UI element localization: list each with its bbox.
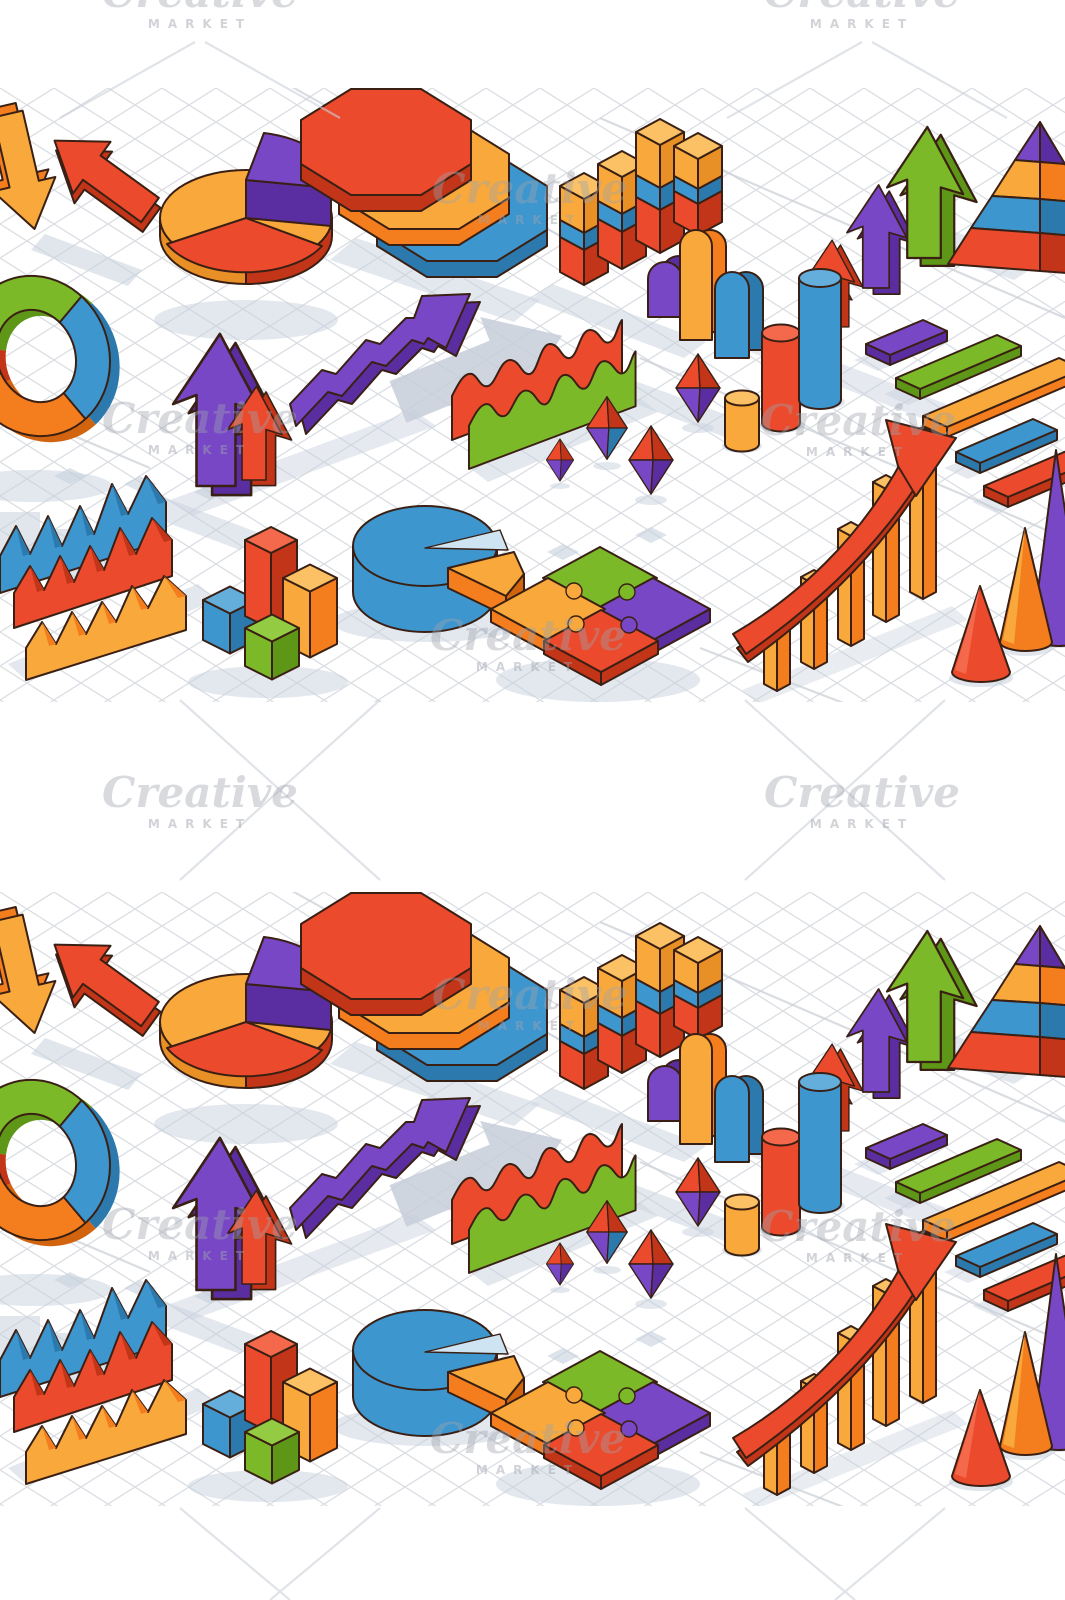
scene-copy-top — [0, 88, 1065, 702]
scene-copy-bottom — [0, 892, 1065, 1506]
